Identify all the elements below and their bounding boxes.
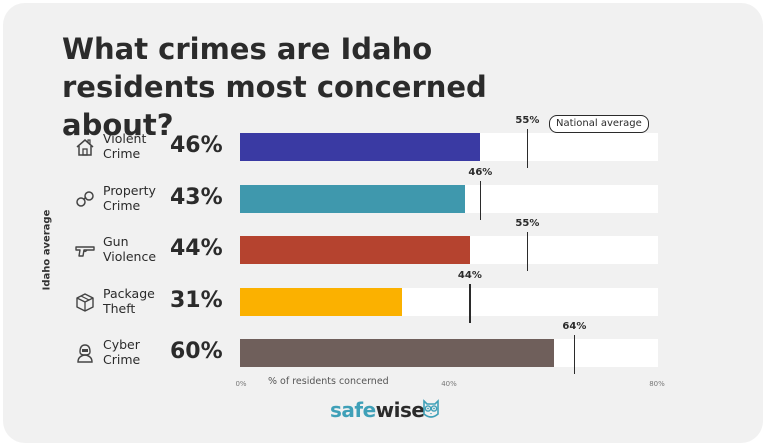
bar — [240, 287, 402, 316]
category-label-line: Crime — [103, 197, 141, 213]
category-label: Gun Violence — [103, 234, 173, 264]
gun-icon — [75, 246, 95, 257]
title-line-1: What crimes are Idaho — [62, 32, 433, 66]
value-label: 60% — [170, 339, 223, 364]
category-label-line: Violent — [103, 131, 147, 146]
bar-track — [240, 184, 658, 213]
owl-icon — [423, 399, 439, 418]
x-tick-80: 80% — [649, 380, 665, 388]
national-average-label: 55% — [515, 218, 540, 229]
bar-track — [240, 287, 658, 316]
brand-part-2: wise — [375, 398, 425, 422]
category-label-line: Cyber — [103, 337, 140, 352]
category-label-line: Gun — [103, 234, 129, 249]
brand-part-1: safe — [330, 398, 376, 422]
bar — [240, 184, 465, 213]
x-tick-40: 40% — [441, 380, 457, 388]
category-label-line: Package — [103, 285, 155, 301]
package-icon — [76, 292, 94, 312]
x-tick-0: 0% — [235, 380, 247, 388]
category-label-line: Crime — [103, 352, 141, 367]
brand-logo: safewise — [330, 398, 425, 422]
category-label: Violent Crime — [103, 131, 173, 161]
category-label: Property Crime — [103, 183, 173, 213]
bar-track — [240, 236, 658, 264]
category-label: Package Theft — [103, 286, 173, 316]
value-label: 44% — [170, 236, 223, 261]
category-label-line: Property — [103, 182, 156, 198]
category-label-line: Theft — [103, 300, 136, 316]
hacker-icon — [77, 344, 93, 363]
category-label-line: Crime — [103, 146, 141, 161]
national-average-legend: National average — [549, 115, 649, 133]
national-average-label: 55% — [515, 115, 540, 126]
value-label: 31% — [170, 287, 223, 313]
handcuffs-icon — [76, 190, 94, 207]
bar — [240, 339, 554, 367]
value-label: 43% — [170, 184, 223, 210]
title-line-2: residents most concerned about? — [62, 70, 487, 142]
bar-track — [240, 339, 658, 367]
bar-track — [240, 133, 658, 161]
category-label-line: Violence — [103, 249, 157, 264]
x-axis-label: % of residents concerned — [268, 376, 389, 387]
national-average-marker — [469, 283, 471, 323]
y-axis-label: Idaho average — [41, 209, 53, 291]
bar — [240, 133, 481, 161]
national-average-label: 64% — [562, 321, 587, 332]
national-average-marker — [573, 335, 576, 374]
chart-card — [3, 3, 763, 443]
national-average-marker — [526, 129, 529, 168]
category-label: Cyber Crime — [103, 337, 173, 367]
national-average-label: 46% — [468, 166, 493, 178]
bar — [240, 236, 470, 264]
house-icon — [76, 139, 94, 156]
national-average-label: 44% — [457, 269, 482, 281]
value-label: 46% — [170, 133, 223, 158]
chart-title: What crimes are Idaho residents most con… — [62, 30, 582, 144]
national-average-marker — [526, 232, 529, 271]
national-average-marker — [479, 180, 482, 220]
